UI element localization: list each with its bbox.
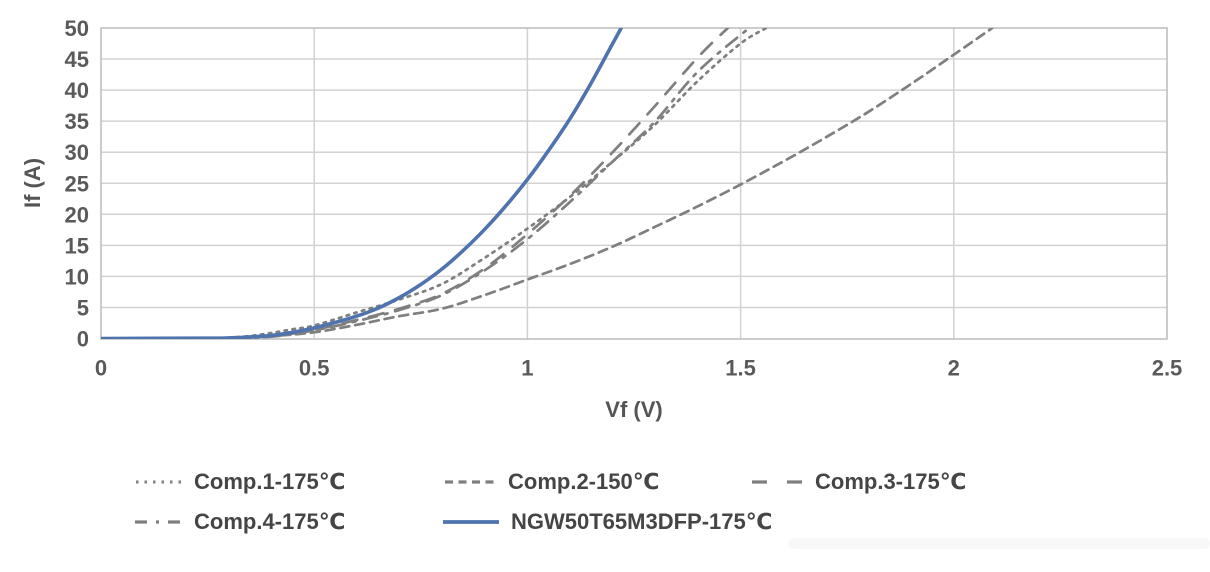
legend-item-comp1: Comp.1-175℃ [133,468,345,496]
legend-item-comp2: Comp.2-150℃ [443,468,659,496]
legend-label: Comp.3-175℃ [815,469,967,494]
solid-line-icon [443,520,499,524]
x-tick-label: 2 [948,356,960,381]
y-tick-label: 20 [65,202,89,227]
dash-dot-line-icon [135,520,183,524]
y-axis-title: If (A) [20,158,45,208]
y-tick-label: 25 [65,171,89,196]
y-tick-label: 10 [65,264,89,289]
x-tick-label: 0 [95,356,107,381]
background-smudge [788,538,1210,549]
x-tick-label: 0.5 [299,356,330,381]
curve-comp-1-175- [101,28,768,339]
x-tick-label: 2.5 [1152,356,1183,381]
curve-ngw50t65m3dfp-175- [101,28,623,339]
legend-label: NGW50T65M3DFP-175℃ [511,509,773,534]
x-tick-label: 1.5 [725,356,756,381]
y-tick-label: 0 [77,327,89,352]
x-axis-title: Vf (V) [605,397,662,422]
y-tick-label: 50 [65,16,89,41]
legend-label: Comp.2-150℃ [508,469,660,494]
dotted-line-icon [136,480,182,484]
y-tick-label: 45 [65,47,89,72]
legend-label: Comp.1-175℃ [194,469,346,494]
long-dash-line-icon [752,480,804,484]
curve-comp-2-150- [101,28,994,339]
legend-item-comp4: Comp.4-175℃ [133,508,345,536]
legend-item-comp3: Comp.3-175℃ [750,468,966,496]
gridlines [101,28,1167,339]
dashed-line-icon [445,480,497,484]
y-tick-label: 40 [65,78,89,103]
plot-border [100,27,1168,340]
y-tick-label: 5 [77,295,89,320]
y-axis-tick-labels: 0 5 10 15 20 25 30 35 40 45 50 [65,16,89,352]
x-tick-label: 1 [521,356,533,381]
y-tick-label: 30 [65,140,89,165]
legend-label: Comp.4-175℃ [194,509,346,534]
plot-canvas: 0 5 10 15 20 25 30 35 40 45 50 0 0.5 1 1.5 2 2.5 Vf (V)… [20,16,1182,422]
y-tick-label: 35 [65,109,89,134]
y-tick-label: 15 [65,233,89,258]
legend-item-ngw50t65m3dfp: NGW50T65M3DFP-175℃ [440,508,772,536]
data-curves [101,28,994,339]
x-axis-tick-labels: 0 0.5 1 1.5 2 2.5 [95,356,1182,381]
